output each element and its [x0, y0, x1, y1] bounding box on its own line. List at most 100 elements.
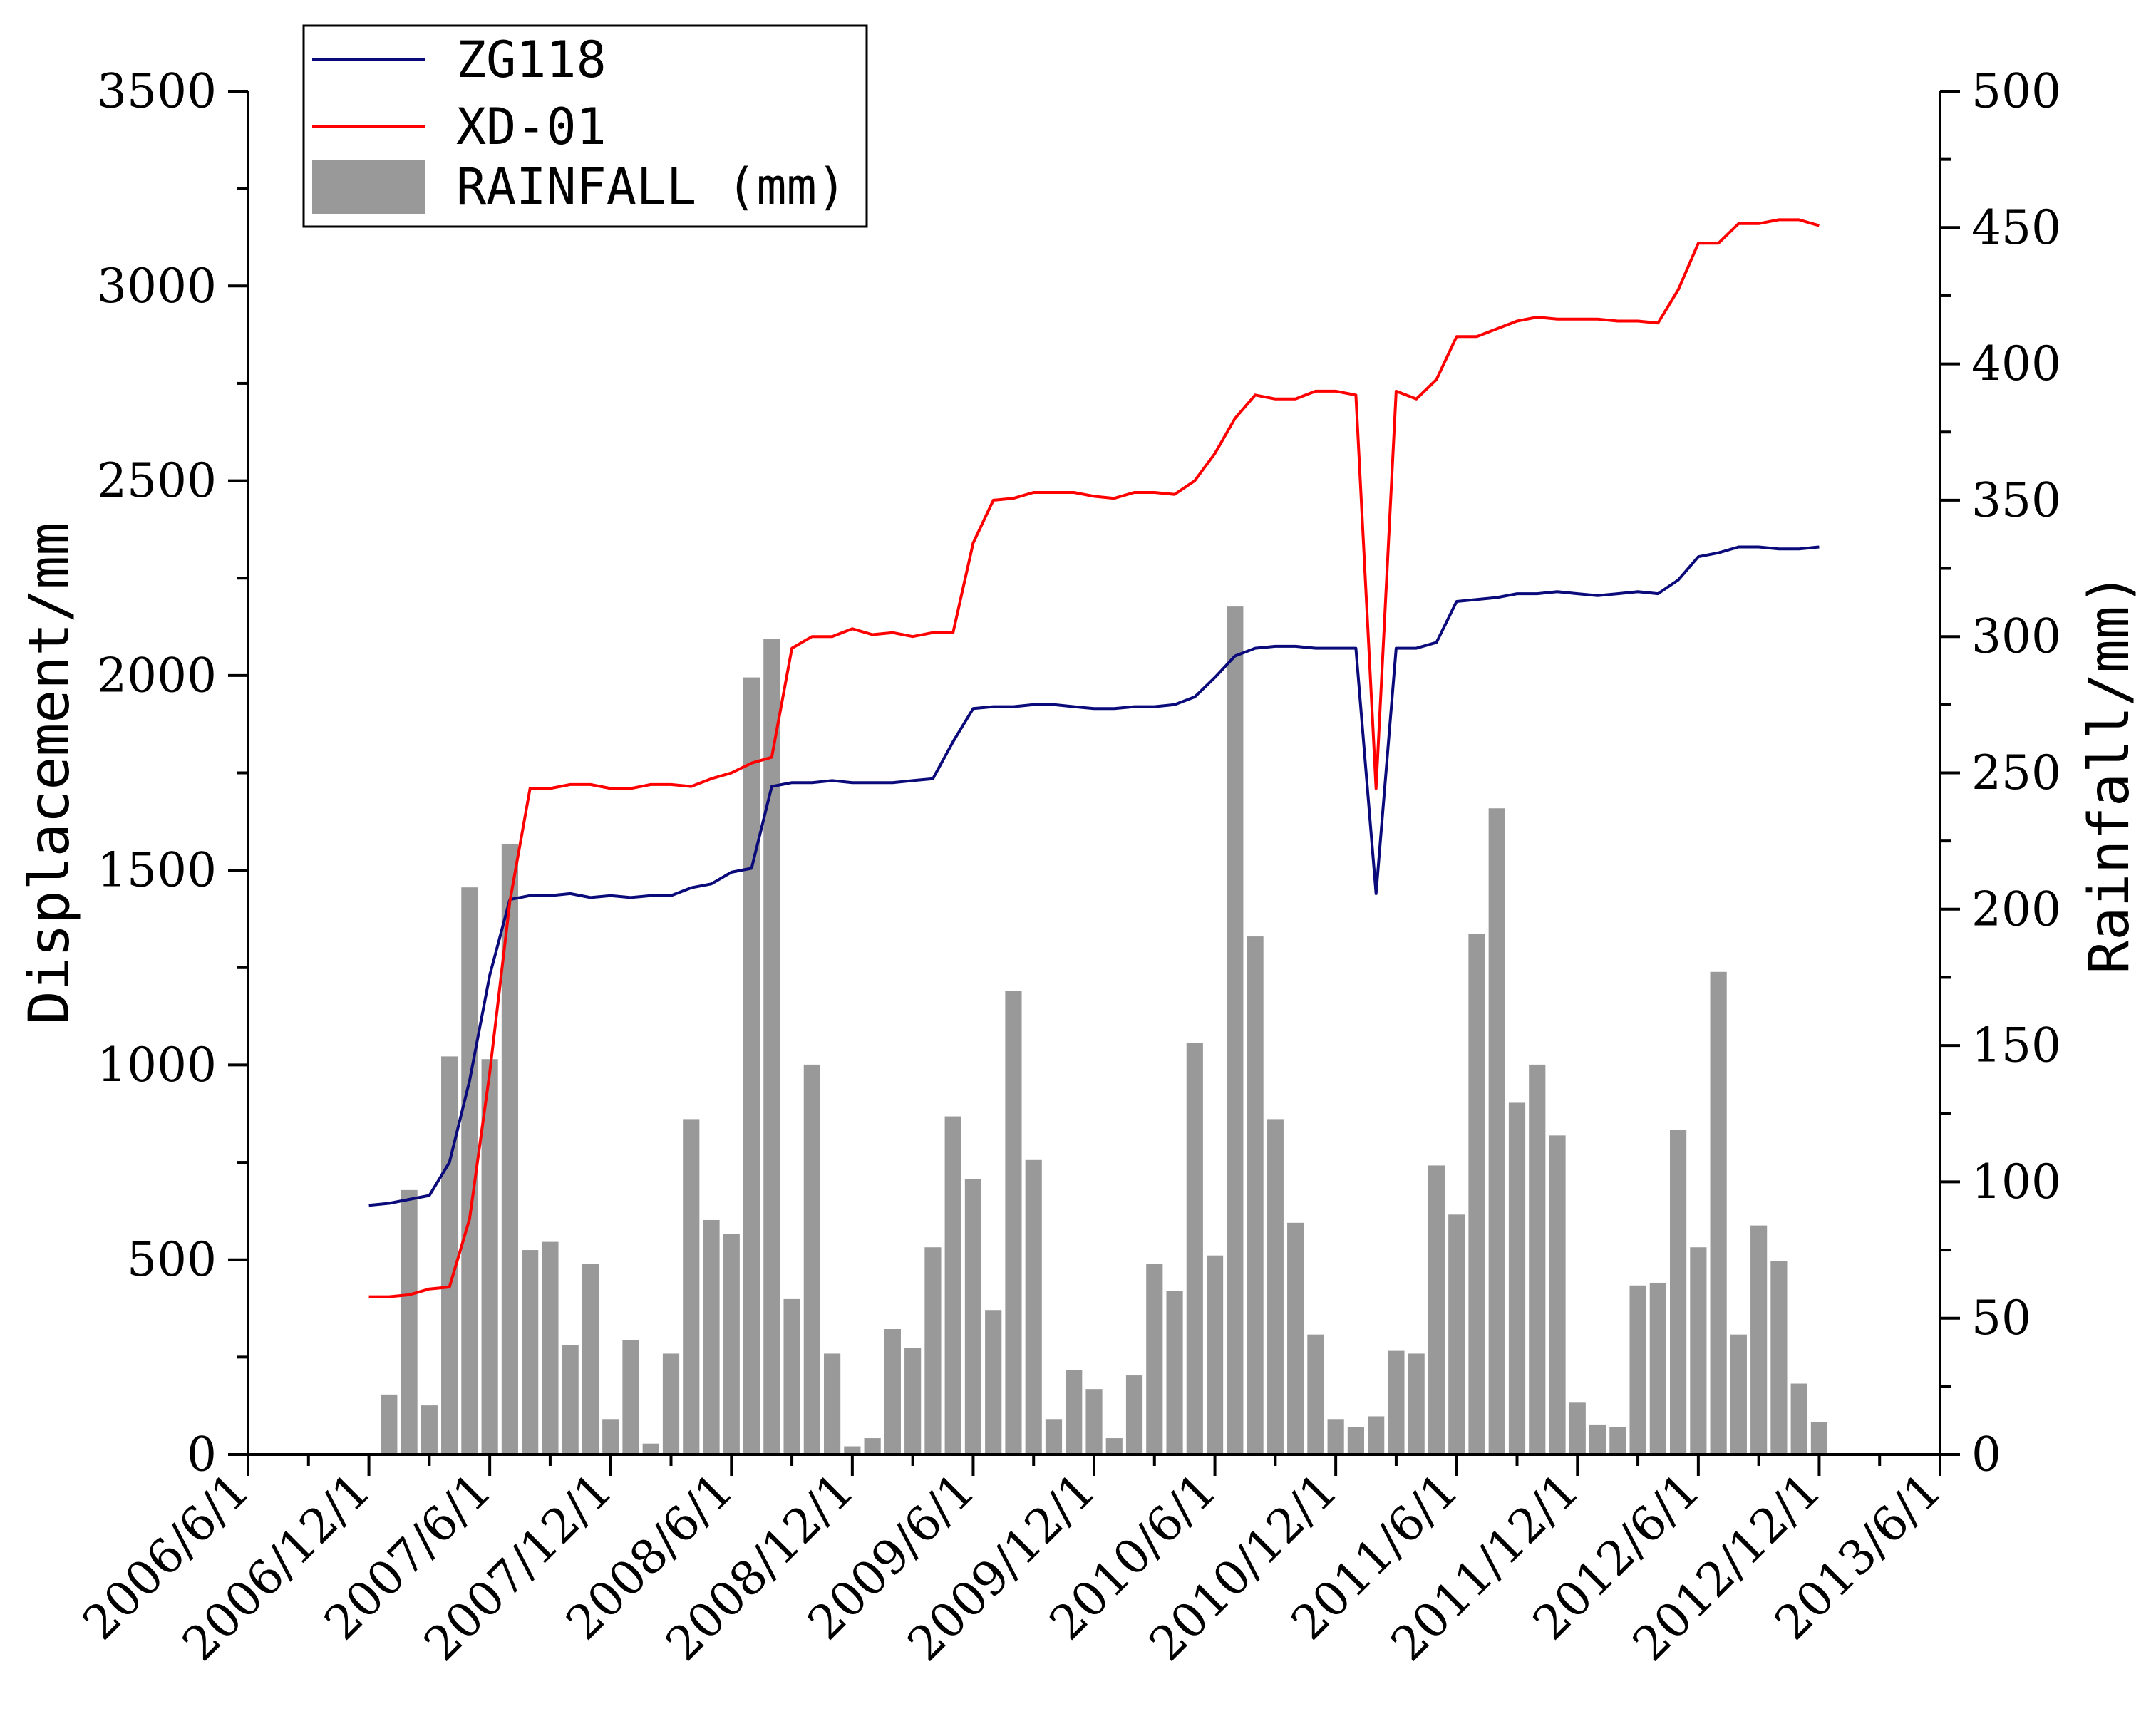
- rainfall-bar: [1307, 1334, 1324, 1455]
- y-tick-label: 0: [187, 1427, 217, 1482]
- rainfall-bar: [924, 1247, 942, 1455]
- rainfall-bar: [703, 1219, 720, 1455]
- rainfall-bar: [1287, 1222, 1304, 1455]
- rainfall-bar: [1368, 1416, 1385, 1455]
- rainfall-bar: [1549, 1135, 1566, 1455]
- rainfall-bar: [723, 1234, 740, 1455]
- rainfall-bar: [1146, 1264, 1163, 1455]
- rainfall-bar: [1649, 1282, 1666, 1455]
- series-line-xd-01: [368, 218, 1820, 1298]
- legend-label-zg118: ZG118: [456, 31, 607, 89]
- rainfall-bar: [1448, 1214, 1465, 1455]
- rainfall-bars: [381, 606, 1828, 1455]
- rainfall-bar: [441, 1056, 458, 1455]
- rainfall-bar: [1790, 1383, 1807, 1455]
- rainfall-bar: [683, 1119, 700, 1455]
- rainfall-bar: [481, 1059, 498, 1455]
- y-axis-title: Displacement/mm: [18, 522, 82, 1024]
- rainfall-bar: [1025, 1159, 1042, 1455]
- rainfall-bar: [1045, 1419, 1063, 1455]
- rainfall-bar: [1066, 1370, 1083, 1455]
- rainfall-bar: [1770, 1261, 1788, 1455]
- rainfall-bar: [964, 1179, 982, 1455]
- rainfall-bar: [1105, 1438, 1123, 1455]
- rainfall-bar: [1730, 1334, 1747, 1455]
- rainfall-bar: [381, 1394, 398, 1455]
- rainfall-bar: [562, 1345, 579, 1455]
- y-tick-label: 2500: [97, 453, 217, 508]
- rainfall-bar: [582, 1264, 599, 1455]
- rainfall-bar: [1166, 1291, 1183, 1455]
- y-tick-label: 3000: [97, 259, 217, 314]
- rainfall-bar: [1488, 808, 1505, 1455]
- rainfall-bar: [602, 1419, 619, 1455]
- rainfall-bar: [1690, 1247, 1707, 1455]
- rainfall-bar: [421, 1405, 438, 1455]
- y-tick-label: 500: [127, 1232, 217, 1287]
- rainfall-bar: [803, 1064, 820, 1455]
- rainfall-bar: [1327, 1419, 1344, 1455]
- rainfall-bar: [642, 1443, 659, 1455]
- rainfall-bar: [824, 1353, 841, 1455]
- rainfall-bar: [1085, 1389, 1103, 1455]
- rainfall-bar: [1750, 1225, 1768, 1455]
- rainfall-bar: [622, 1340, 639, 1455]
- rainfall-bar: [783, 1298, 800, 1455]
- rainfall-bar: [1005, 991, 1022, 1455]
- rainfall-bar: [461, 887, 478, 1455]
- y-tick-label: 2000: [97, 648, 217, 703]
- legend-label-xd-01: XD-01: [456, 98, 607, 156]
- rainfall-bar: [1347, 1427, 1364, 1455]
- rainfall-bar: [1408, 1353, 1425, 1455]
- rainfall-bar: [1569, 1402, 1586, 1455]
- rainfall-bar: [1670, 1130, 1687, 1455]
- y2-tick-label: 350: [1971, 472, 2061, 527]
- y-tick-label: 1000: [97, 1038, 217, 1092]
- rainfall-bar: [1629, 1285, 1646, 1455]
- series-line-zg118: [368, 545, 1820, 1207]
- y2-axis-title: Rainfall/mm): [2078, 572, 2142, 974]
- y2-tick-label: 50: [1971, 1291, 2031, 1345]
- rainfall-bar: [763, 639, 780, 1455]
- rainfall-bar: [1388, 1350, 1405, 1455]
- rainfall-bar: [743, 677, 760, 1455]
- y-tick-label: 1500: [97, 843, 217, 898]
- y2-tick-label: 150: [1971, 1018, 2061, 1073]
- y-tick-label: 3500: [97, 64, 217, 119]
- rainfall-bar: [864, 1438, 881, 1455]
- rainfall-bar: [904, 1348, 922, 1455]
- y2-tick-label: 300: [1971, 609, 2061, 664]
- rainfall-bar: [944, 1116, 961, 1455]
- rainfall-bar: [542, 1241, 559, 1455]
- rainfall-bar: [1227, 606, 1244, 1455]
- y2-tick-label: 400: [1971, 336, 2061, 391]
- rainfall-bar: [1810, 1422, 1828, 1455]
- rainfall-bar: [522, 1250, 539, 1455]
- y2-tick-label: 500: [1971, 64, 2061, 119]
- rainfall-bar: [1247, 936, 1264, 1455]
- rainfall-bar: [1206, 1255, 1224, 1455]
- y2-tick-label: 100: [1971, 1154, 2061, 1209]
- rainfall-bar: [1609, 1427, 1626, 1455]
- rainfall-bar: [662, 1353, 680, 1455]
- rainfall-bar: [1267, 1119, 1284, 1455]
- rainfall-bar: [1125, 1375, 1143, 1455]
- rainfall-bar: [401, 1189, 418, 1455]
- legend-label-rainfall: RAINFALL (mm): [456, 157, 847, 216]
- legend-swatch-rainfall: [312, 160, 425, 214]
- rainfall-bar: [1428, 1165, 1445, 1455]
- rainfall-bar: [884, 1329, 901, 1455]
- rainfall-bar: [1468, 934, 1485, 1455]
- rainfall-bar: [985, 1310, 1002, 1455]
- rainfall-bar: [1529, 1064, 1546, 1455]
- y2-tick-label: 200: [1971, 882, 2061, 936]
- rainfall-bar: [1508, 1102, 1526, 1455]
- rainfall-bar: [1710, 971, 1727, 1455]
- displacement-lines: [368, 218, 1820, 1298]
- rainfall-bar: [1589, 1424, 1606, 1455]
- y2-tick-label: 450: [1971, 200, 2061, 255]
- y2-tick-label: 250: [1971, 745, 2061, 800]
- y2-tick-label: 0: [1971, 1427, 2001, 1482]
- rainfall-bar: [1186, 1043, 1203, 1455]
